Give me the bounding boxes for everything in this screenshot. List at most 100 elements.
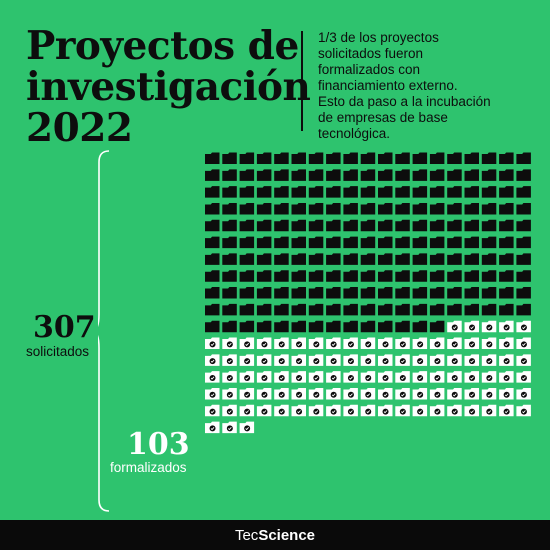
folder-solicitado-icon [256,152,272,164]
folder-formalizado-icon [291,337,306,350]
folder-solicitado-icon [308,236,324,249]
folder-solicitado-icon [447,219,462,232]
folder-solicitado-icon [360,169,376,181]
folder-solicitado-icon [222,287,237,299]
page-title: Proyectos de investigación 2022 [26,26,311,149]
folder-formalizado-icon [481,404,497,417]
description-line: 1/3 de los proyectos [318,30,439,45]
folder-solicitado-icon [464,152,479,164]
description-line: Esto da paso a la incubación [318,94,491,109]
folder-formalizado-icon [205,371,220,383]
folder-formalizado-icon [343,387,358,400]
folder-formalizado-icon [481,387,497,400]
folder-solicitado-icon [291,270,306,282]
folder-solicitado-icon [395,219,410,232]
folder-solicitado-icon [308,270,324,282]
folder-formalizado-icon [222,371,237,383]
folder-solicitado-icon [326,270,341,282]
folder-solicitado-icon [343,236,358,249]
folder-solicitado-icon [429,287,445,299]
folder-solicitado-icon [343,320,358,333]
folder-formalizado-icon [360,337,376,350]
folder-solicitado-icon [326,169,341,181]
folder-solicitado-icon [291,186,306,198]
folder-formalizado-icon [464,371,479,383]
folder-formalizado-icon [412,371,428,383]
folder-solicitado-icon [205,320,220,333]
folder-solicitado-icon [481,219,497,232]
folder-solicitado-icon [395,186,410,198]
folder-solicitado-icon [239,320,255,333]
folder-formalizado-icon [395,337,410,350]
folder-solicitado-icon [412,320,428,333]
folder-formalizado-icon [499,354,514,366]
folder-formalizado-icon [308,354,324,366]
folder-solicitado-icon [343,253,358,265]
folder-formalizado-icon [481,354,497,366]
folder-solicitado-icon [481,202,497,215]
folder-formalizado-icon [429,371,445,383]
folder-solicitado-icon [412,186,428,198]
folder-solicitado-icon [291,303,306,316]
folder-formalizado-icon [239,337,255,350]
folder-formalizado-icon [447,354,462,366]
folder-solicitado-icon [274,219,289,232]
folder-formalizado-icon [308,337,324,350]
folder-formalizado-icon [516,354,531,366]
folder-solicitado-icon [516,169,531,181]
folder-solicitado-icon [222,186,237,198]
folder-solicitado-icon [274,270,289,282]
folder-solicitado-icon [481,303,497,316]
folder-solicitado-icon [326,320,341,333]
folder-solicitado-icon [464,253,479,265]
folder-formalizado-icon [343,404,358,417]
description-line: solicitados fueron [318,46,424,61]
folder-solicitado-icon [343,219,358,232]
folder-solicitado-icon [516,287,531,299]
folder-solicitado-icon [412,303,428,316]
folder-solicitado-icon [429,303,445,316]
formalizados-count: 103 [127,427,190,462]
folder-solicitado-icon [429,152,445,164]
folder-solicitado-icon [429,169,445,181]
folder-solicitado-icon [429,219,445,232]
folder-formalizado-icon [481,337,497,350]
folder-solicitado-icon [481,270,497,282]
folder-formalizado-icon [205,387,220,400]
folder-solicitado-icon [343,287,358,299]
folder-solicitado-icon [222,320,237,333]
folder-solicitado-icon [412,270,428,282]
folder-solicitado-icon [308,253,324,265]
folder-solicitado-icon [239,186,255,198]
folder-solicitado-icon [222,303,237,316]
folder-solicitado-icon [239,219,255,232]
folder-solicitado-icon [429,320,445,333]
folder-solicitado-icon [516,253,531,265]
folder-solicitado-icon [412,253,428,265]
folder-formalizado-icon [481,371,497,383]
folder-solicitado-icon [378,202,393,215]
folder-solicitado-icon [378,320,393,333]
folder-solicitado-icon [412,202,428,215]
folder-solicitado-icon [516,303,531,316]
folder-solicitado-icon [205,236,220,249]
folder-formalizado-icon [256,404,272,417]
folder-solicitado-icon [239,253,255,265]
folder-solicitado-icon [256,219,272,232]
folder-solicitado-icon [481,152,497,164]
folder-solicitado-icon [481,169,497,181]
folder-solicitado-icon [326,287,341,299]
folder-solicitado-icon [291,320,306,333]
folder-solicitado-icon [308,287,324,299]
folder-solicitado-icon [222,202,237,215]
folder-solicitado-icon [256,270,272,282]
folder-solicitado-icon [499,253,514,265]
folder-formalizado-icon [205,337,220,350]
folder-solicitado-icon [499,287,514,299]
folder-solicitado-icon [412,152,428,164]
folder-solicitado-icon [239,202,255,215]
folder-formalizado-icon [205,354,220,366]
folder-formalizado-icon [378,387,393,400]
folder-solicitado-icon [308,152,324,164]
folder-formalizado-icon [499,320,514,333]
